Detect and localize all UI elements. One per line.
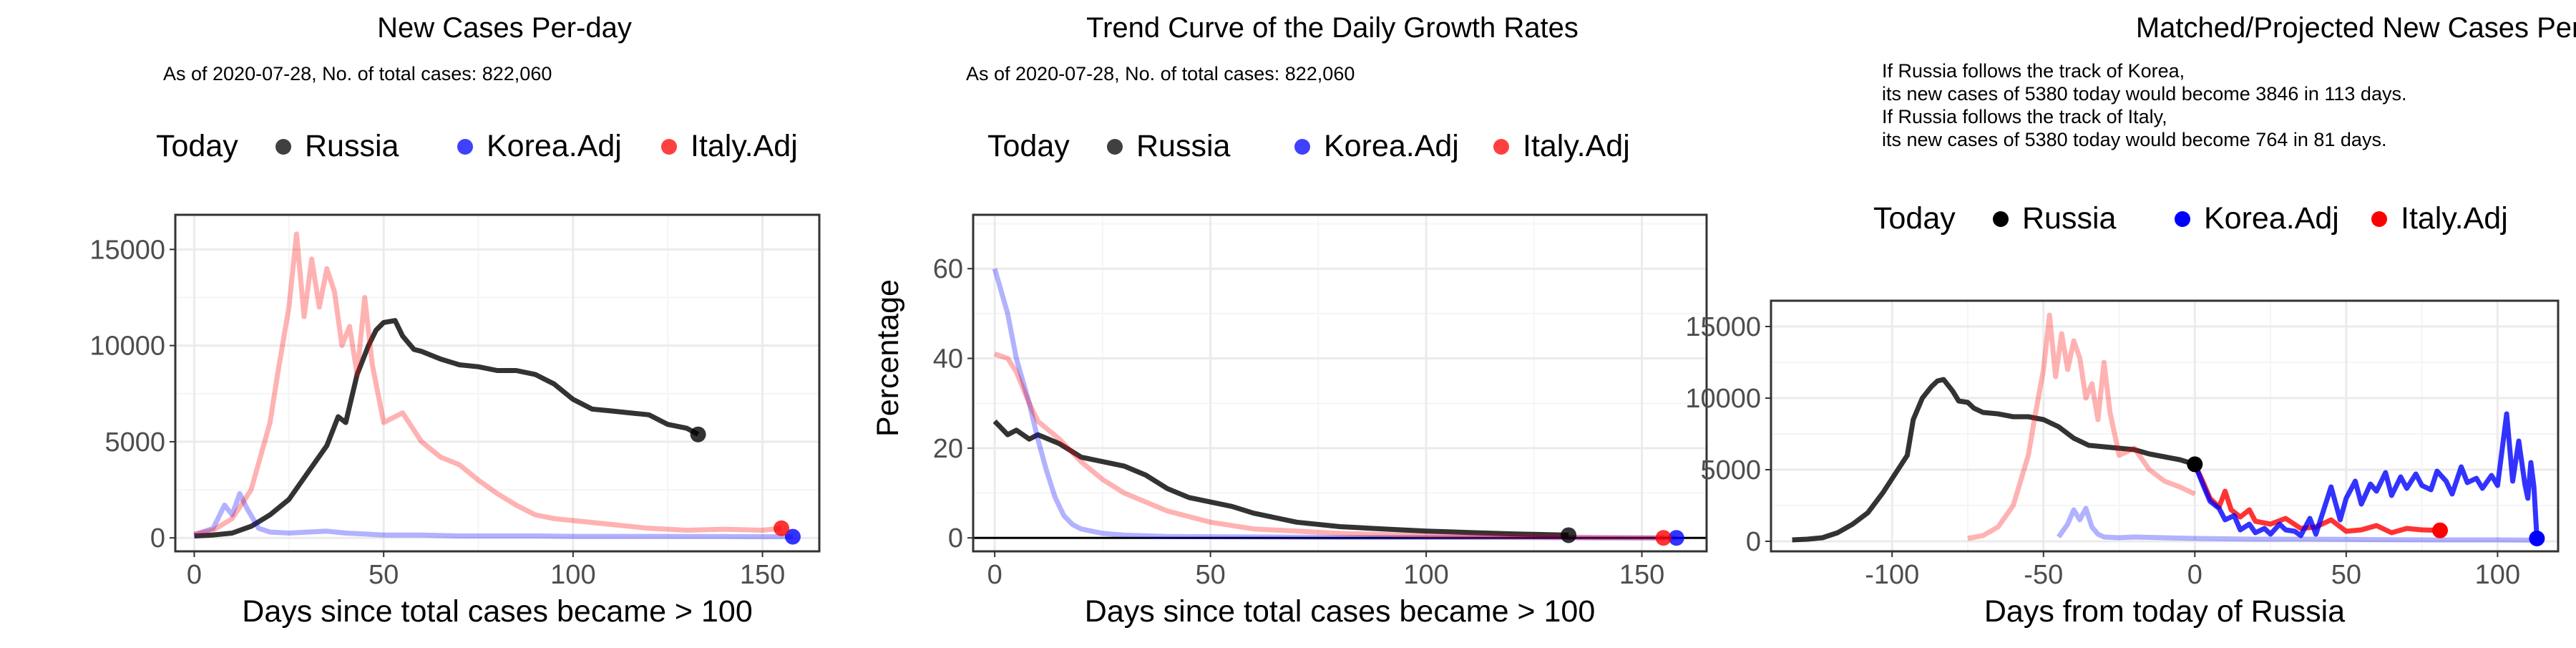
legend-label: Russia — [1136, 129, 1231, 163]
series-line-korea-adj — [2192, 411, 2540, 539]
today-marker-korea-adj — [2529, 531, 2545, 546]
panel-border — [1770, 299, 2560, 553]
x-tick-label: 0 — [987, 560, 1002, 590]
today-marker-russia — [1561, 527, 1577, 543]
legend-key-italy-adj — [1493, 139, 1509, 155]
chart-2: Trend Curve of the Daily Growth Rates As … — [871, 12, 1708, 629]
y-tick-label: 10000 — [1685, 384, 1761, 414]
series-line-korea-adj — [193, 490, 793, 540]
panel-border — [174, 213, 821, 553]
series-line-italy-adj — [193, 231, 782, 537]
series-line-russia — [992, 419, 1569, 538]
legend-key-russia — [1107, 139, 1123, 155]
legend-key-italy-adj — [661, 139, 677, 155]
legend: Today Russia Korea.Adj Italy.Adj — [1873, 201, 2508, 236]
chart-title: New Cases Per-day — [377, 12, 632, 44]
legend-key-korea-adj — [2175, 211, 2190, 227]
series-line-russia — [1792, 377, 2196, 543]
series-line-italy-adj — [2192, 463, 2441, 536]
x-axis-label: Days from today of Russia — [1984, 594, 2345, 629]
x-tick-label: 150 — [1619, 560, 1664, 590]
today-marker-korea-adj — [784, 528, 801, 545]
chart-subtitle: As of 2020-07-28, No. of total cases: 82… — [966, 63, 1355, 84]
series-lines — [992, 268, 1677, 541]
y-axis-label: Percentage — [871, 279, 905, 437]
legend-key-russia — [275, 139, 291, 155]
legend-key-russia — [1993, 211, 2009, 227]
legend-label: Korea.Adj — [2204, 201, 2339, 236]
legend: Today Russia Korea.Adj Italy.Adj — [987, 129, 1630, 163]
legend-key-korea-adj — [1294, 139, 1310, 155]
series-lines — [1792, 312, 2540, 543]
grid — [1771, 301, 2558, 551]
today-marker-italy-adj — [2432, 522, 2448, 538]
grid — [973, 215, 1707, 551]
today-marker-italy-adj — [774, 520, 790, 536]
y-tick-label: 40 — [933, 344, 963, 374]
y-tick-label: 60 — [933, 254, 963, 284]
chart-title: Matched/Projected New Cases Per-day — [2136, 12, 2576, 44]
y-tick-label: 5000 — [1700, 455, 1761, 485]
legend-key-italy-adj — [2371, 211, 2387, 227]
chart-3: Matched/Projected New Cases Per-day If Ru… — [1685, 12, 2576, 629]
x-tick-label: 50 — [2331, 560, 2361, 590]
x-axis-label: Days since total cases became > 100 — [242, 594, 752, 629]
panel-border — [972, 213, 1708, 553]
y-tick-label: 20 — [933, 434, 963, 464]
y-tick-label: 15000 — [89, 235, 165, 265]
chart-title: Trend Curve of the Daily Growth Rates — [1086, 12, 1579, 44]
annotation-line: its new cases of 5380 today would become… — [1882, 83, 2406, 105]
x-tick-label: -50 — [2024, 560, 2063, 590]
chart-1: New Cases Per-day As of 2020-07-28, No. o… — [89, 12, 821, 629]
y-tick-label: 0 — [948, 523, 963, 553]
legend-key-korea-adj — [457, 139, 473, 155]
series-line-italy-adj — [1967, 312, 2196, 541]
y-tick-label: 0 — [150, 523, 165, 553]
series-line-korea-adj — [992, 268, 1677, 541]
legend: Today Russia Korea.Adj Italy.Adj — [156, 129, 798, 163]
today-marker-russia — [2187, 456, 2203, 473]
series-line-russia — [194, 318, 700, 538]
x-axis-label: Days since total cases became > 100 — [1085, 594, 1595, 629]
legend-title: Today — [987, 129, 1070, 163]
x-tick-label: 0 — [187, 560, 202, 590]
y-tick-label: 10000 — [89, 332, 165, 362]
legend-label: Russia — [2022, 201, 2117, 236]
annotation-line: its new cases of 5380 today would become… — [1882, 129, 2386, 150]
legend-label: Russia — [305, 129, 399, 163]
x-tick-label: 50 — [1195, 560, 1225, 590]
today-marker-korea-adj — [1668, 530, 1684, 546]
grid — [175, 215, 819, 551]
series-line-korea-adj — [2057, 506, 2537, 543]
x-tick-label: 100 — [1403, 560, 1448, 590]
chart-subtitle: As of 2020-07-28, No. of total cases: 82… — [163, 63, 552, 84]
legend-title: Today — [1873, 201, 1956, 236]
x-tick-label: 150 — [740, 560, 785, 590]
y-tick-label: 5000 — [104, 427, 165, 458]
series-lines — [193, 231, 793, 540]
x-tick-label: -100 — [1865, 560, 1919, 590]
legend-label: Italy.Adj — [691, 129, 798, 163]
legend-label: Italy.Adj — [1523, 129, 1630, 163]
today-marker-russia — [690, 426, 706, 443]
legend-label: Korea.Adj — [1324, 129, 1459, 163]
legend-label: Korea.Adj — [487, 129, 622, 163]
x-tick-label: 100 — [550, 560, 595, 590]
y-tick-label: 15000 — [1685, 312, 1761, 342]
today-marker-italy-adj — [1655, 530, 1672, 546]
legend-label: Italy.Adj — [2401, 201, 2508, 236]
annotation-line: If Russia follows the track of Korea, — [1882, 60, 2185, 82]
y-tick-label: 0 — [1746, 527, 1761, 557]
x-tick-label: 100 — [2475, 560, 2520, 590]
annotation-line: If Russia follows the track of Italy, — [1882, 106, 2167, 127]
legend-title: Today — [156, 129, 238, 163]
x-tick-label: 50 — [369, 560, 399, 590]
series-line-italy-adj — [993, 351, 1664, 541]
x-tick-label: 0 — [2187, 560, 2202, 590]
